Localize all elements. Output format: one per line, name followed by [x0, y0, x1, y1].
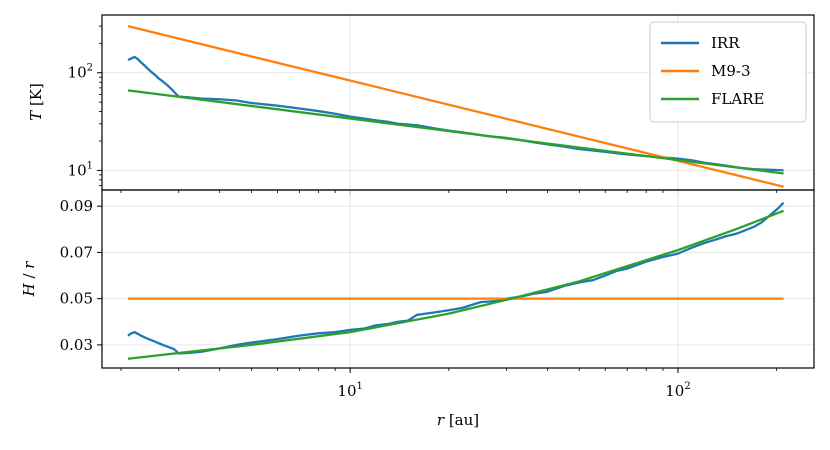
legend-label-irr: IRR	[711, 34, 740, 52]
temperature-series-group	[127, 25, 784, 188]
temperature-y-tick-label: 102	[68, 63, 93, 82]
scale-height-series-flare	[127, 209, 785, 360]
radius-axis-var: r	[437, 411, 445, 429]
radius-axis-label: r [au]	[437, 411, 479, 429]
scale-height-y-tick-label: 0.05	[60, 290, 93, 308]
x-tick-label-exponent: 1	[357, 381, 363, 392]
radius-axis-unit: [au]	[444, 411, 479, 429]
scale-height-axes-frame	[101, 189, 815, 369]
x-tick-label-base: 10	[665, 382, 684, 400]
scale-height-y-tick-label: 0.03	[60, 336, 93, 354]
legend-box	[649, 21, 807, 123]
x-tick-label-exponent: 2	[684, 381, 690, 392]
scale-height-series-irr	[127, 201, 785, 355]
legend: IRR M9-3 FLARE	[649, 21, 807, 123]
temperature-y-tick-label: 101	[68, 160, 93, 179]
scale-height-y-tick-label: 0.07	[60, 243, 93, 261]
x-tick-label-base: 10	[337, 382, 356, 400]
scale-height-axis-den: r	[20, 261, 38, 269]
scale-height-axis-num: H	[20, 282, 38, 297]
scale-height-axis-label: H / r	[20, 261, 38, 298]
legend-label-m9-3: M9-3	[711, 62, 751, 80]
legend-label-flare: FLARE	[711, 90, 764, 108]
x-tick-label: 101	[337, 381, 362, 400]
temperature-series-flare	[127, 89, 784, 175]
scale-height-y-tick-label: 0.09	[60, 197, 93, 215]
y-tick-label-exponent: 1	[87, 160, 93, 171]
temperature-axis-unit: [K]	[27, 83, 45, 111]
temperature-axis-var: T	[27, 110, 45, 121]
y-tick-label-base: 10	[68, 161, 87, 179]
scale-height-series-group	[127, 201, 785, 360]
y-tick-label-exponent: 2	[87, 63, 93, 74]
x-tick-label: 102	[665, 381, 690, 400]
temperature-axis-label: T [K]	[27, 83, 45, 121]
y-tick-label-base: 10	[68, 64, 87, 82]
scale-height-axis-sep: /	[20, 269, 38, 284]
